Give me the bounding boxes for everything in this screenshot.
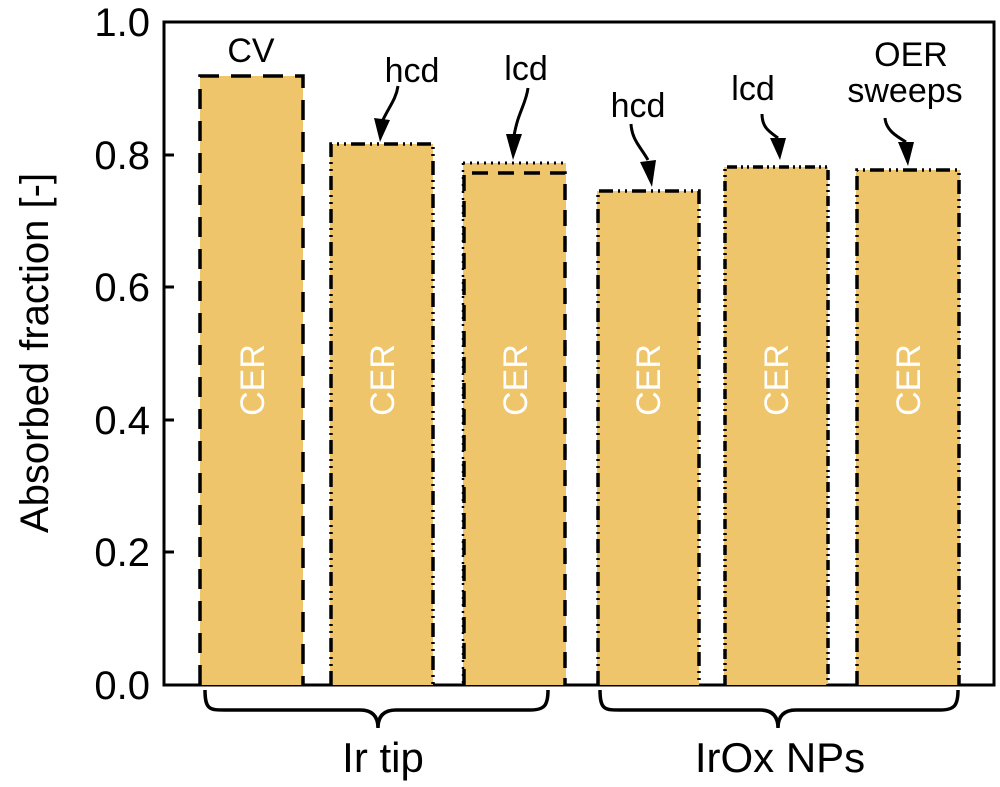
group-label-irox-nps: IrOx NPs (695, 734, 865, 781)
annotation-oer-line2: sweeps (847, 72, 962, 110)
bar-inner-label: CER (758, 344, 796, 416)
bar-inner-label: CER (890, 344, 928, 416)
annotation-cv: CV (227, 32, 275, 70)
bar-irox-lcd: CER (723, 165, 830, 685)
annotation-ir-lcd: lcd (504, 50, 547, 88)
bar-oer-sweeps: CER (855, 168, 961, 685)
y-axis (164, 20, 174, 687)
y-tick-2: 0.4 (94, 399, 150, 443)
y-tick-0: 0.0 (94, 664, 150, 708)
arrow-icon (374, 85, 400, 142)
y-tick-4: 0.8 (94, 134, 150, 178)
arrow-icon (506, 87, 530, 160)
group-label-ir-tip: Ir tip (342, 734, 424, 781)
y-tick-5: 1.0 (94, 1, 150, 45)
bar-inner-label: CER (497, 344, 535, 416)
brace-icon (203, 689, 550, 729)
y-tick-1: 0.2 (94, 531, 150, 575)
bar-ir-hcd: CER (329, 142, 435, 685)
arrow-icon (883, 117, 914, 166)
bar-inner-label: CER (234, 344, 272, 416)
arrow-icon (760, 113, 786, 160)
arrow-icon (629, 123, 656, 187)
bar-inner-label: CER (630, 344, 668, 416)
annotation-irox-hcd: hcd (611, 87, 666, 125)
bar-inner-label: CER (364, 344, 402, 416)
annotation-irox-lcd: lcd (731, 70, 774, 108)
bar-ir-lcd: CER (461, 161, 567, 685)
bar-cv: CER (198, 74, 305, 685)
brace-icon (598, 689, 960, 729)
plot-frame (162, 20, 996, 687)
annotation-ir-hcd: hcd (385, 52, 440, 90)
bar-irox-hcd: CER (596, 189, 701, 685)
y-tick-3: 0.6 (94, 266, 150, 310)
annotation-oer-line1: OER (874, 36, 948, 74)
y-tick-labels: 0.0 0.2 0.4 0.6 0.8 1.0 (94, 1, 150, 708)
y-axis-label: Absorbed fraction [-] (13, 173, 57, 533)
